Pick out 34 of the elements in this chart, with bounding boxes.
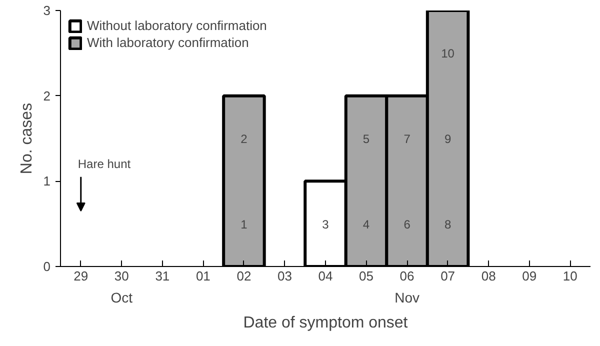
- text: Nov: [394, 290, 420, 306]
- y-axis-title: No. cases: [18, 102, 36, 174]
- y-tick-label: 1: [43, 174, 51, 189]
- x-tick-label: 07: [440, 268, 456, 284]
- x-tick-label: 02: [236, 268, 252, 284]
- y-tick-label: 0: [43, 259, 51, 274]
- x-tick-label: 04: [318, 268, 333, 284]
- x-tick-label: 30: [114, 268, 129, 284]
- legend-label: With laboratory confirmation: [87, 35, 249, 50]
- x-tick-label: 05: [359, 268, 374, 284]
- y-tick-label: 2: [43, 88, 51, 104]
- annotation: 5: [362, 132, 370, 146]
- x-tick-label: 31: [155, 268, 170, 284]
- x-tick-label: 06: [400, 268, 414, 284]
- annotation: 10: [441, 46, 455, 61]
- annotation: 7: [404, 132, 411, 146]
- annotation: 4: [362, 217, 370, 232]
- x-tick-label: 01: [196, 268, 210, 284]
- annotation: 3: [322, 217, 330, 232]
- x-tick-label: 29: [74, 268, 88, 284]
- annotation: 8: [444, 217, 452, 232]
- x-tick-label: 08: [481, 268, 496, 284]
- x-tick-label: 03: [278, 268, 292, 284]
- y-tick-label: 3: [43, 3, 51, 18]
- annotation: 1: [240, 217, 248, 232]
- annotation: 6: [404, 217, 411, 232]
- annotation: Hare hunt: [78, 156, 132, 171]
- x-tick-label: 10: [562, 268, 578, 284]
- annotation: 9: [444, 132, 452, 146]
- x-tick-label: 09: [522, 268, 537, 284]
- annotation: 2: [240, 132, 248, 146]
- legend-label: Without laboratory confirmation: [87, 18, 267, 33]
- text: Oct: [110, 290, 133, 306]
- x-axis-title: Date of symptom onset: [243, 314, 408, 332]
